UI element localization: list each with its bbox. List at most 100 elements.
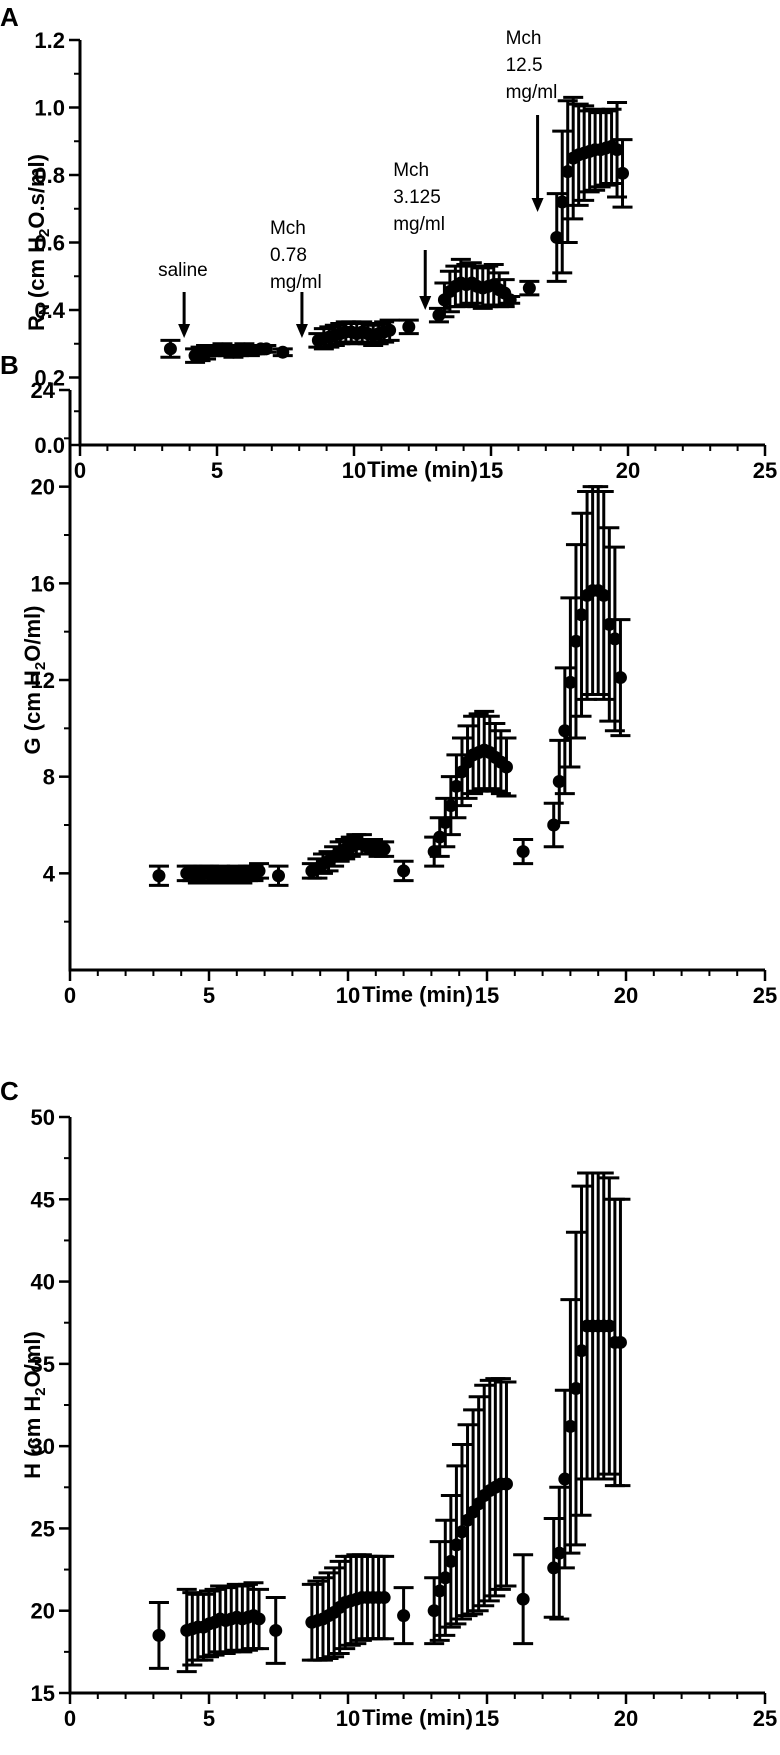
annotation-arrow-head <box>295 324 308 338</box>
panel-letter: B <box>0 350 19 380</box>
data-point <box>602 1319 616 1333</box>
x-axis-title: Time (min) <box>367 457 478 482</box>
data-point <box>276 345 290 359</box>
data-point <box>522 281 536 295</box>
data-point <box>555 195 569 209</box>
data-point <box>569 1382 583 1396</box>
y-tick-label: 1.0 <box>34 96 65 121</box>
y-axis-title-part: (cm H <box>24 237 49 304</box>
data-point <box>563 1419 577 1433</box>
data-point <box>152 869 166 883</box>
y-tick-label: 4 <box>43 861 56 886</box>
data-point <box>552 1546 566 1560</box>
data-point <box>516 1592 530 1606</box>
x-tick-label: 5 <box>203 983 215 1008</box>
annotation: saline <box>158 260 208 338</box>
y-axis-title: RN (cm H2O.s/ml) <box>24 154 53 331</box>
x-tick-label: 15 <box>479 458 503 483</box>
y-tick-label: 0.2 <box>34 366 65 391</box>
x-tick-label: 25 <box>753 983 777 1008</box>
data-point <box>252 1612 266 1626</box>
data-point <box>402 320 416 334</box>
data-point <box>558 724 572 738</box>
data-point <box>152 1628 166 1642</box>
data-point <box>269 1623 283 1637</box>
data-point <box>499 1477 513 1491</box>
y-tick-label: 15 <box>31 1681 55 1706</box>
data-point <box>377 1591 391 1605</box>
x-tick-label: 25 <box>753 1706 777 1731</box>
y-tick-label: 25 <box>31 1516 55 1541</box>
annotation-text: saline <box>158 260 208 281</box>
data-point <box>438 816 452 830</box>
data-point <box>397 864 411 878</box>
data-point <box>561 165 575 179</box>
series-0 <box>148 485 631 887</box>
y-axis-title-subscript: 2 <box>32 1387 49 1395</box>
data-point <box>432 308 446 322</box>
x-tick-label: 20 <box>614 1706 638 1731</box>
y-tick-label: 24 <box>31 378 56 403</box>
data-point <box>272 869 285 883</box>
y-axis-title-part: O/ml) <box>20 1331 45 1387</box>
x-tick-label: 10 <box>336 983 360 1008</box>
data-point <box>252 864 266 878</box>
x-tick-label: 0 <box>64 983 76 1008</box>
annotation-text: 12.5 <box>506 55 543 76</box>
panel-letter: A <box>0 2 19 32</box>
data-point <box>602 617 616 631</box>
y-axis-title-subscript: 2 <box>32 662 49 670</box>
x-tick-label: 20 <box>616 458 640 483</box>
annotation-text: mg/ml <box>393 214 445 235</box>
data-point <box>438 1571 452 1585</box>
annotation-text: mg/ml <box>270 272 322 293</box>
data-point <box>377 842 391 856</box>
data-point <box>427 845 441 859</box>
y-tick-label: 0.8 <box>34 163 65 188</box>
data-point <box>550 230 564 244</box>
data-point <box>449 1538 463 1552</box>
data-point <box>433 830 447 844</box>
data-point <box>449 779 463 793</box>
data-point <box>575 1344 589 1358</box>
data-point <box>455 1525 469 1539</box>
annotation-text: Mch <box>506 28 542 49</box>
y-axis-title-part: O/ml) <box>20 606 45 662</box>
data-point <box>433 1584 447 1598</box>
data-point <box>499 760 513 774</box>
y-tick-label: 45 <box>31 1187 55 1212</box>
data-point <box>516 845 530 859</box>
y-axis-title-part: R <box>24 315 49 331</box>
y-axis-title: G (cm H2O/ml) <box>20 606 49 755</box>
data-point <box>163 342 177 356</box>
data-point <box>613 1335 627 1349</box>
annotation-text: 3.125 <box>393 187 441 208</box>
data-point <box>552 775 566 788</box>
y-tick-label: 8 <box>43 765 55 790</box>
data-point <box>455 765 469 779</box>
data-point <box>563 675 577 689</box>
x-axis-title: Time (min) <box>362 982 473 1007</box>
y-tick-label: 20 <box>31 475 55 500</box>
annotation: Mch 12.5 mg/ml <box>506 28 557 212</box>
x-tick-label: 5 <box>203 1706 215 1731</box>
data-point <box>427 1604 441 1618</box>
y-tick-label: 1.2 <box>34 28 65 53</box>
data-point <box>597 588 611 602</box>
y-axis-title-subscript: 2 <box>36 229 53 237</box>
annotation-text: 0.78 <box>270 245 307 266</box>
x-tick-label: 0 <box>74 458 86 483</box>
y-tick-label: 20 <box>31 1599 55 1624</box>
x-tick-label: 15 <box>475 983 499 1008</box>
panel-letter: C <box>0 1076 19 1106</box>
data-point <box>613 671 627 685</box>
data-point <box>444 799 458 813</box>
x-tick-label: 10 <box>342 458 366 483</box>
annotation-arrow-head <box>531 198 544 212</box>
data-point <box>569 634 583 648</box>
y-tick-label: 12 <box>31 668 55 693</box>
panel-c: C 0 5 10 15 20 25 15 20 25 30 35 40 45 50 Time (min) H (… <box>0 1076 777 1731</box>
data-point <box>608 632 622 646</box>
